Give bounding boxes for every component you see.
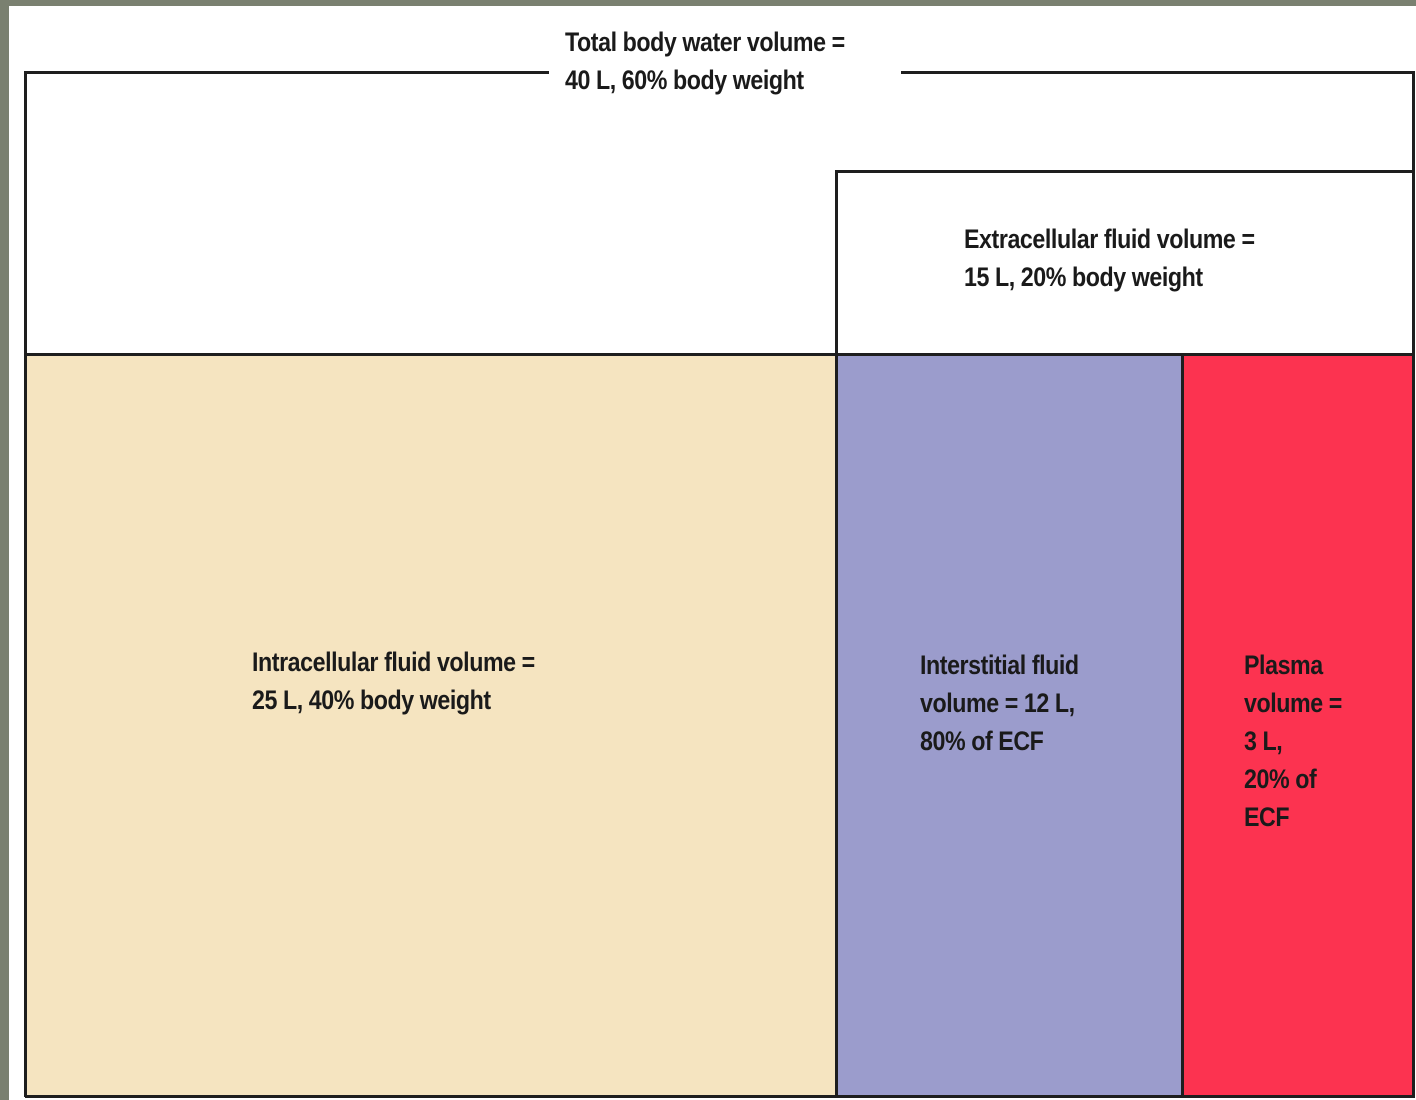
plasma-label: Plasma volume = 3 L, 20% of ECF xyxy=(1244,650,1342,832)
interstitial-fluid-block xyxy=(836,355,1183,1095)
intracellular-fluid-label: Intracellular fluid volume = 25 L, 40% b… xyxy=(252,647,535,715)
interstitial-fluid-label: Interstitial fluid volume = 12 L, 80% of… xyxy=(920,650,1079,756)
total-body-water-bracket-left-edge xyxy=(24,71,27,1097)
total-body-water-bracket-right-edge xyxy=(1412,71,1415,172)
compartment-top-divider xyxy=(25,353,1415,356)
total-body-water-bracket-left xyxy=(25,71,549,74)
extracellular-bracket-left-edge xyxy=(835,170,838,1097)
total-body-water-bracket-right xyxy=(901,71,1415,74)
intracellular-fluid-block xyxy=(25,355,836,1095)
interstitial-plasma-divider xyxy=(1181,353,1184,1097)
total-body-water-label: Total body water volume = 40 L, 60% body… xyxy=(565,27,845,95)
extracellular-bracket-top xyxy=(835,170,1415,173)
extracellular-bracket-right-edge xyxy=(1412,170,1415,1097)
extracellular-fluid-label: Extracellular fluid volume = 15 L, 20% b… xyxy=(964,224,1255,292)
image-frame-top xyxy=(0,0,1416,6)
image-frame-left xyxy=(0,0,9,1100)
plasma-block xyxy=(1183,355,1415,1095)
diagram-canvas: Total body water volume = 40 L, 60% body… xyxy=(9,6,1416,1100)
compartment-bottom-border xyxy=(25,1095,1415,1098)
